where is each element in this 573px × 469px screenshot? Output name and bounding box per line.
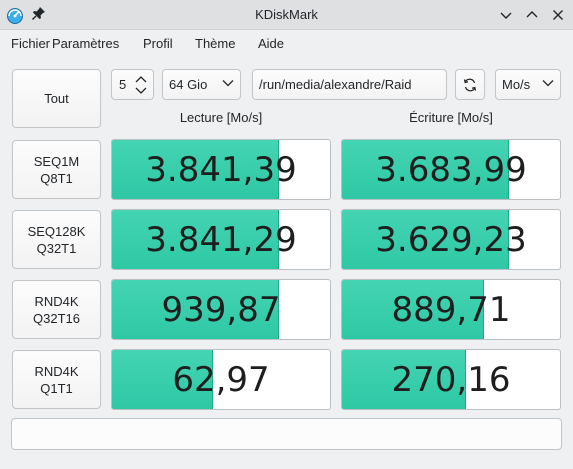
chevron-down-icon — [542, 80, 554, 87]
window-title: KDiskMark — [255, 7, 318, 22]
read-result-seq128k-q32t1: 3.841,29 — [111, 209, 331, 270]
menu-file[interactable]: Fichier — [11, 36, 51, 51]
pin-icon[interactable] — [31, 5, 47, 23]
target-path-value: /run/media/alexandre/Raid — [259, 77, 412, 92]
test-button-seq1m-q8t1[interactable]: SEQ1M Q8T1 — [12, 140, 101, 199]
size-select[interactable]: 64 Gio — [162, 69, 241, 100]
read-progress-fill — [112, 210, 279, 269]
write-value: 889,71 — [391, 289, 511, 330]
refresh-icon — [463, 78, 477, 91]
read-value: 939,87 — [161, 289, 281, 330]
minimize-icon[interactable] — [497, 6, 515, 24]
write-progress-fill — [342, 350, 467, 409]
read-progress-fill — [112, 350, 214, 409]
read-value: 3.841,29 — [145, 219, 297, 260]
write-progress-fill — [342, 280, 484, 339]
main-panel: Tout 5 64 Gio /run/media/alexandre/Raid … — [0, 56, 573, 469]
chevron-down-icon — [222, 80, 234, 87]
test-label: RND4K Q32T16 — [33, 293, 80, 326]
test-button-seq128k-q32t1[interactable]: SEQ128K Q32T1 — [12, 210, 101, 269]
title-bar: KDiskMark — [0, 0, 573, 30]
test-button-rnd4k-q32t16[interactable]: RND4K Q32T16 — [12, 280, 101, 339]
unit-select[interactable]: Mo/s — [495, 69, 561, 100]
unit-value: Mo/s — [502, 77, 531, 92]
menu-theme[interactable]: Thème — [195, 36, 236, 51]
target-path-select[interactable]: /run/media/alexandre/Raid — [252, 69, 447, 100]
read-column-header: Lecture [Mo/s] — [179, 110, 263, 125]
write-result-rnd4k-q1t1: 270,16 — [341, 349, 561, 410]
read-result-rnd4k-q1t1: 62,97 — [111, 349, 331, 410]
write-result-seq1m-q8t1: 3.683,99 — [341, 139, 561, 200]
run-all-button[interactable]: Tout — [12, 69, 101, 128]
write-value: 3.683,99 — [375, 149, 527, 190]
write-result-rnd4k-q32t16: 889,71 — [341, 279, 561, 340]
menu-settings[interactable]: Paramètres — [52, 36, 120, 51]
write-progress-fill — [342, 210, 509, 269]
write-value: 3.629,23 — [375, 219, 527, 260]
read-value: 3.841,39 — [145, 149, 297, 190]
test-label: SEQ128K Q32T1 — [27, 223, 86, 256]
test-button-rnd4k-q1t1[interactable]: RND4K Q1T1 — [12, 350, 101, 409]
comment-field[interactable] — [11, 418, 562, 450]
write-column-header: Écriture [Mo/s] — [409, 110, 493, 125]
run-all-label: Tout — [44, 91, 69, 106]
menu-bar: Fichier Paramètres Profil Thème Aide — [0, 30, 573, 56]
test-label: RND4K Q1T1 — [34, 363, 79, 396]
refresh-button[interactable] — [455, 69, 485, 100]
write-result-seq128k-q32t1: 3.629,23 — [341, 209, 561, 270]
close-icon[interactable] — [549, 6, 567, 24]
menu-help[interactable]: Aide — [258, 36, 285, 51]
spin-arrows-icon[interactable] — [134, 73, 148, 97]
test-label: SEQ1M Q8T1 — [33, 153, 80, 186]
read-result-rnd4k-q32t16: 939,87 — [111, 279, 331, 340]
size-value: 64 Gio — [169, 77, 208, 92]
kdiskmark-app-icon — [7, 8, 23, 24]
maximize-icon[interactable] — [523, 6, 541, 24]
read-progress-fill — [112, 280, 279, 339]
write-progress-fill — [342, 140, 509, 199]
menu-profile[interactable]: Profil — [143, 36, 173, 51]
read-result-seq1m-q8t1: 3.841,39 — [111, 139, 331, 200]
write-value: 270,16 — [391, 359, 511, 400]
read-progress-fill — [112, 140, 279, 199]
read-value: 62,97 — [172, 359, 270, 400]
runs-spinbox[interactable]: 5 — [111, 69, 154, 100]
runs-value: 5 — [119, 77, 127, 92]
